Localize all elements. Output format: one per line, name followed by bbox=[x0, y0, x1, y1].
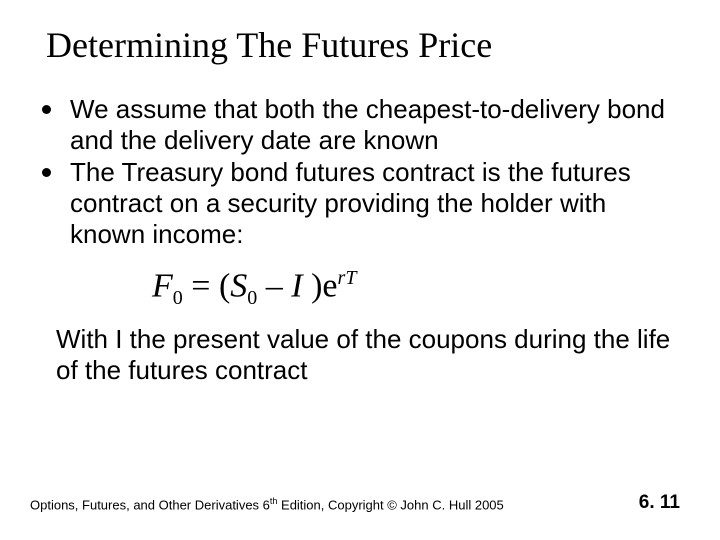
formula-close: )e bbox=[303, 268, 338, 305]
footer-book-suffix: Edition, Copyright © John C. Hull 2005 bbox=[277, 497, 503, 512]
formula: F0 = (S0 – I )erT bbox=[152, 267, 680, 310]
bullet-item: We assume that both the cheapest-to-deli… bbox=[40, 94, 680, 155]
closing-text: With I the present value of the coupons … bbox=[56, 324, 680, 385]
bullet-list: We assume that both the cheapest-to-deli… bbox=[40, 94, 680, 249]
formula-minus: – bbox=[257, 268, 291, 305]
formula-I: I bbox=[291, 268, 302, 305]
formula-S: S bbox=[230, 268, 247, 305]
bullet-item: The Treasury bond futures contract is th… bbox=[40, 157, 680, 249]
formula-sub0b: 0 bbox=[247, 287, 257, 309]
footer-page-number: 6. 11 bbox=[639, 492, 680, 514]
formula-exp: rT bbox=[338, 267, 357, 289]
slide: Determining The Futures Price We assume … bbox=[0, 0, 720, 540]
footer-book-prefix: Options, Futures, and Other Derivatives … bbox=[30, 497, 270, 512]
formula-eq: = ( bbox=[183, 268, 231, 305]
formula-sub0: 0 bbox=[173, 287, 183, 309]
slide-title: Determining The Futures Price bbox=[46, 24, 680, 66]
formula-F: F bbox=[152, 268, 173, 305]
footer-citation: Options, Futures, and Other Derivatives … bbox=[30, 496, 504, 512]
